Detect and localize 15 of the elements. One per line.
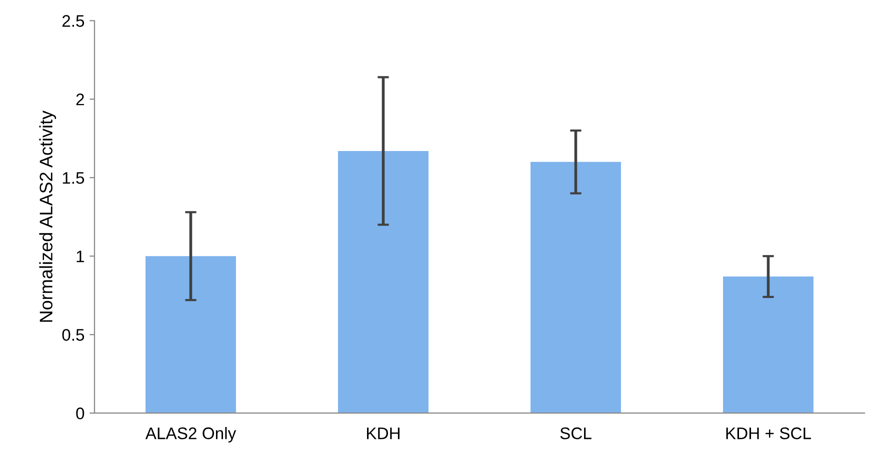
bar [530,162,621,414]
bar [338,150,428,414]
x-tick-label: KDH + SCL [726,427,811,440]
x-tick-label: KDH [367,428,400,440]
y-tick-label: 0 [76,408,84,420]
bar [723,276,814,414]
y-tick-label: 0.5 [62,329,84,341]
y-tick-label: 1 [76,250,84,262]
y-tick-label: 2.5 [62,15,84,27]
y-axis-title: Normalized ALAS2 Activity [39,110,56,322]
y-tick-label: 2 [76,94,84,106]
x-tick-label: ALAS2 Only [145,426,236,443]
x-tick-label: SCL [560,427,592,440]
bar [146,256,236,414]
y-tick-label: 1.5 [62,172,84,184]
